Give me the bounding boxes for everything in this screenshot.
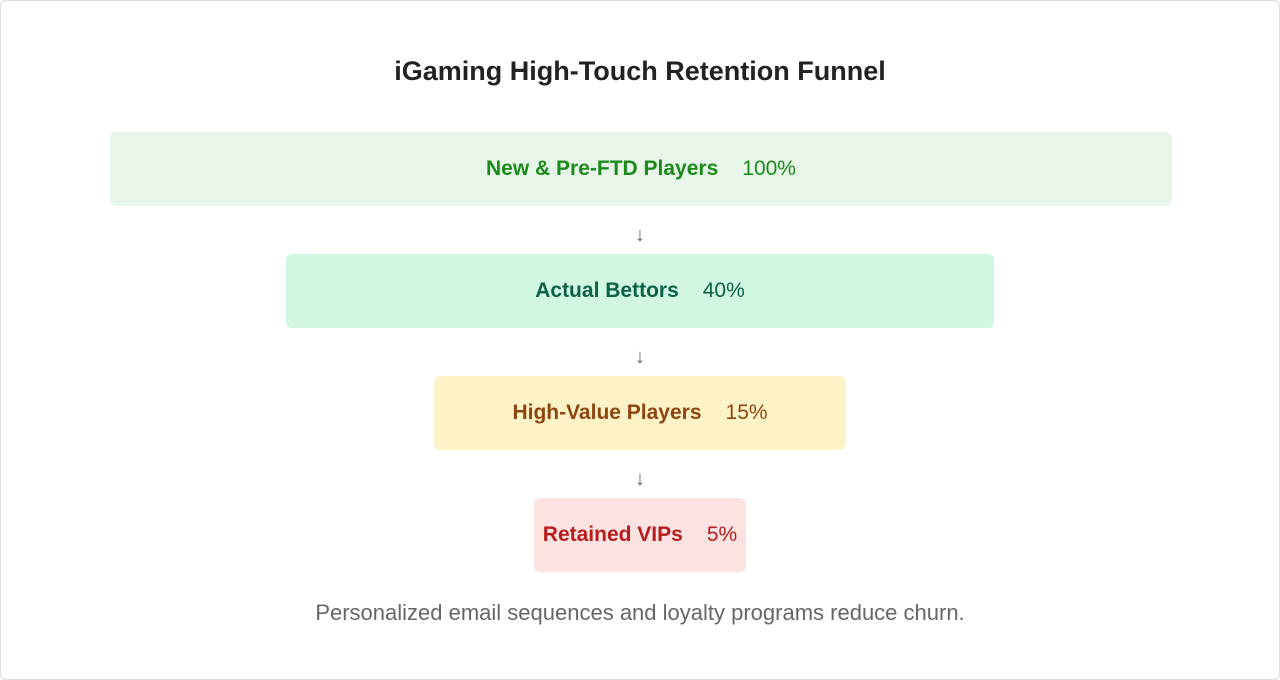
funnel-stage-actual-bettors: Actual Bettors 40% — [286, 254, 994, 328]
funnel-stage-new-pre-ftd: New & Pre-FTD Players 100% — [110, 132, 1172, 206]
stage-label: New & Pre-FTD Players — [486, 157, 719, 180]
funnel-stage-high-value: High-Value Players 15% — [434, 376, 846, 450]
down-arrow-icon: ↓ — [635, 346, 645, 368]
funnel-stage-retained-vips: Retained VIPs 5% — [534, 498, 746, 572]
stage-label: High-Value Players — [512, 401, 702, 424]
stage-percent: 5% — [706, 523, 738, 546]
diagram-title: iGaming High-Touch Retention Funnel — [394, 56, 886, 86]
footnote: Personalized email sequences and loyalty… — [315, 600, 965, 625]
stage-percent: 100% — [742, 157, 796, 180]
stage-label: Actual Bettors — [535, 279, 679, 302]
stage-label: Retained VIPs — [542, 523, 683, 546]
stage-percent: 15% — [725, 401, 768, 424]
stage-percent: 40% — [702, 279, 745, 302]
down-arrow-icon: ↓ — [635, 468, 645, 490]
down-arrow-icon: ↓ — [635, 224, 645, 246]
